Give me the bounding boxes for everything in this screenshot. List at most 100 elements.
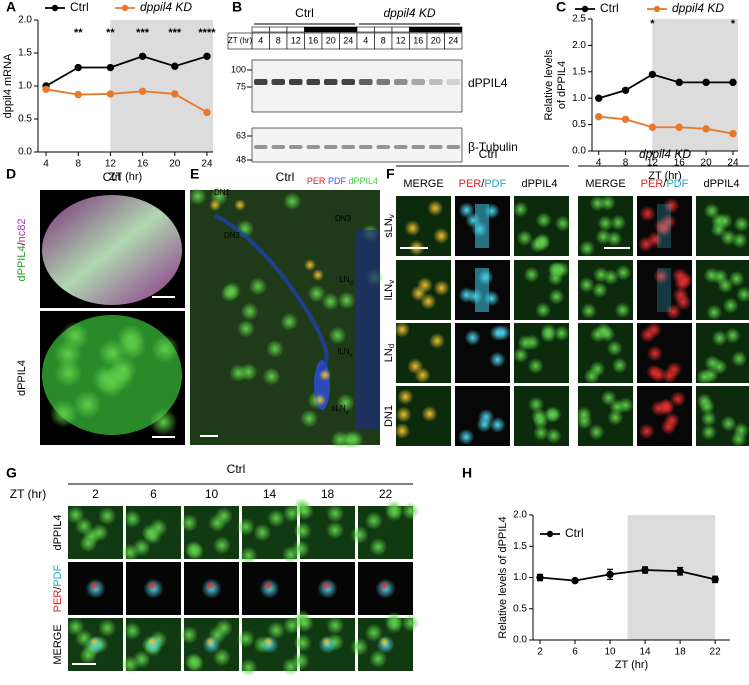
cell-signal	[151, 334, 180, 363]
cell-signal	[267, 621, 286, 640]
cell-signal	[617, 397, 634, 414]
cell-signal	[147, 636, 158, 647]
channel-label-part: nc82	[16, 218, 28, 242]
cell-signal	[263, 636, 274, 647]
cell-signal	[147, 580, 158, 591]
cell-signal	[350, 525, 369, 544]
significance-mark: ***	[168, 27, 182, 39]
lane-label: 24	[343, 35, 353, 45]
region-label: lLNv	[337, 347, 352, 358]
x-tick-label: 20	[169, 159, 181, 170]
cell-signal	[653, 268, 670, 285]
x-tick-label: 24	[201, 159, 213, 170]
legend-label: Ctrl	[565, 526, 584, 540]
cell-signal	[607, 409, 624, 426]
cell-signal	[267, 509, 286, 528]
cell-signal	[606, 230, 623, 247]
panel-title: Ctrl	[276, 170, 295, 184]
cell-signal	[717, 277, 734, 294]
cell-signal	[236, 629, 255, 648]
cell-signal	[733, 216, 749, 233]
channel-label: PER/PDF/dPPIL4	[307, 176, 378, 186]
cell-signal	[599, 326, 616, 343]
y-tick-label: 0.0	[18, 147, 32, 158]
channel-label: dPPIL4/nc82	[16, 218, 28, 281]
row-label-sub: d	[387, 344, 396, 348]
column-header-part: /	[481, 178, 485, 190]
blot-band	[359, 145, 373, 149]
cell-signal	[407, 358, 424, 375]
cell-signal	[706, 304, 723, 321]
panel-letter: D	[6, 166, 16, 182]
pdf-signal	[475, 268, 489, 312]
cell-signal	[600, 389, 617, 406]
cell-signal	[489, 416, 506, 433]
cell-signal	[326, 521, 345, 540]
cell-signal	[429, 332, 446, 349]
cell-signal	[421, 405, 438, 422]
channel-label-part: /	[16, 241, 28, 245]
cell-signal	[579, 240, 596, 257]
cell-signal	[731, 232, 748, 249]
group-label: Ctrl	[479, 147, 498, 161]
data-point	[106, 90, 115, 98]
cell-signal	[369, 649, 388, 668]
cell-signal	[615, 264, 632, 281]
column-header-part: PER	[641, 178, 664, 190]
blot-band	[359, 79, 373, 85]
mw-marker: 48	[236, 154, 246, 164]
data-point	[74, 90, 82, 99]
cell-signal	[736, 286, 749, 303]
cell-signal	[54, 358, 83, 387]
cell-signal	[512, 201, 529, 218]
row-label-base: lLN	[383, 284, 395, 301]
legend-marker	[653, 5, 661, 13]
cell-signal	[132, 538, 151, 557]
cell-signal	[253, 523, 272, 542]
legend-label: dppil4 KD	[672, 1, 724, 15]
legend-label: Ctrl	[70, 0, 89, 14]
panel-letter: E	[190, 166, 199, 182]
y-tick-label: 2.5	[572, 14, 586, 25]
band-label: dPPIL4	[468, 76, 508, 90]
lane-label: 4	[258, 35, 263, 45]
light-dark-bar	[321, 26, 340, 33]
x-tick-label: 16	[674, 158, 686, 169]
blot-band	[446, 145, 460, 149]
cell-signal	[66, 505, 85, 524]
mw-marker: 100	[231, 64, 246, 74]
cell-signal	[384, 611, 403, 630]
cell-signal	[90, 523, 109, 542]
lane-label: 16	[308, 35, 318, 45]
data-point	[203, 52, 211, 60]
cell-signal	[340, 430, 359, 449]
blot-band	[289, 145, 303, 149]
blot-band	[254, 79, 268, 85]
region-label-sub: v	[346, 410, 349, 416]
cell-signal	[535, 212, 552, 229]
data-point	[621, 86, 630, 94]
cell-signal	[186, 654, 205, 673]
cell-signal	[236, 517, 255, 536]
x-tick-label: 12	[647, 158, 659, 169]
y-tick-label: 2.0	[513, 510, 527, 521]
cell-signal	[239, 546, 258, 565]
cell-signal	[599, 194, 616, 211]
blot-top	[251, 59, 463, 113]
cell-signal	[700, 424, 717, 441]
data-point	[711, 575, 719, 584]
cell-signal	[379, 636, 390, 647]
cell-signal	[208, 514, 227, 533]
column-header: MERGE	[585, 178, 625, 190]
row-label-part: PDF	[52, 564, 64, 586]
channel-label-part: PDF	[328, 176, 347, 186]
blot-band	[394, 79, 408, 85]
cell-signal	[523, 266, 540, 283]
data-point	[621, 115, 630, 124]
pdf-signal	[657, 268, 671, 312]
cell-signal	[89, 636, 100, 647]
column-header: dPPIL4	[703, 178, 739, 190]
x-tick-label: 12	[105, 159, 117, 170]
cell-signal	[645, 364, 662, 381]
column-header-part: /	[663, 178, 667, 190]
